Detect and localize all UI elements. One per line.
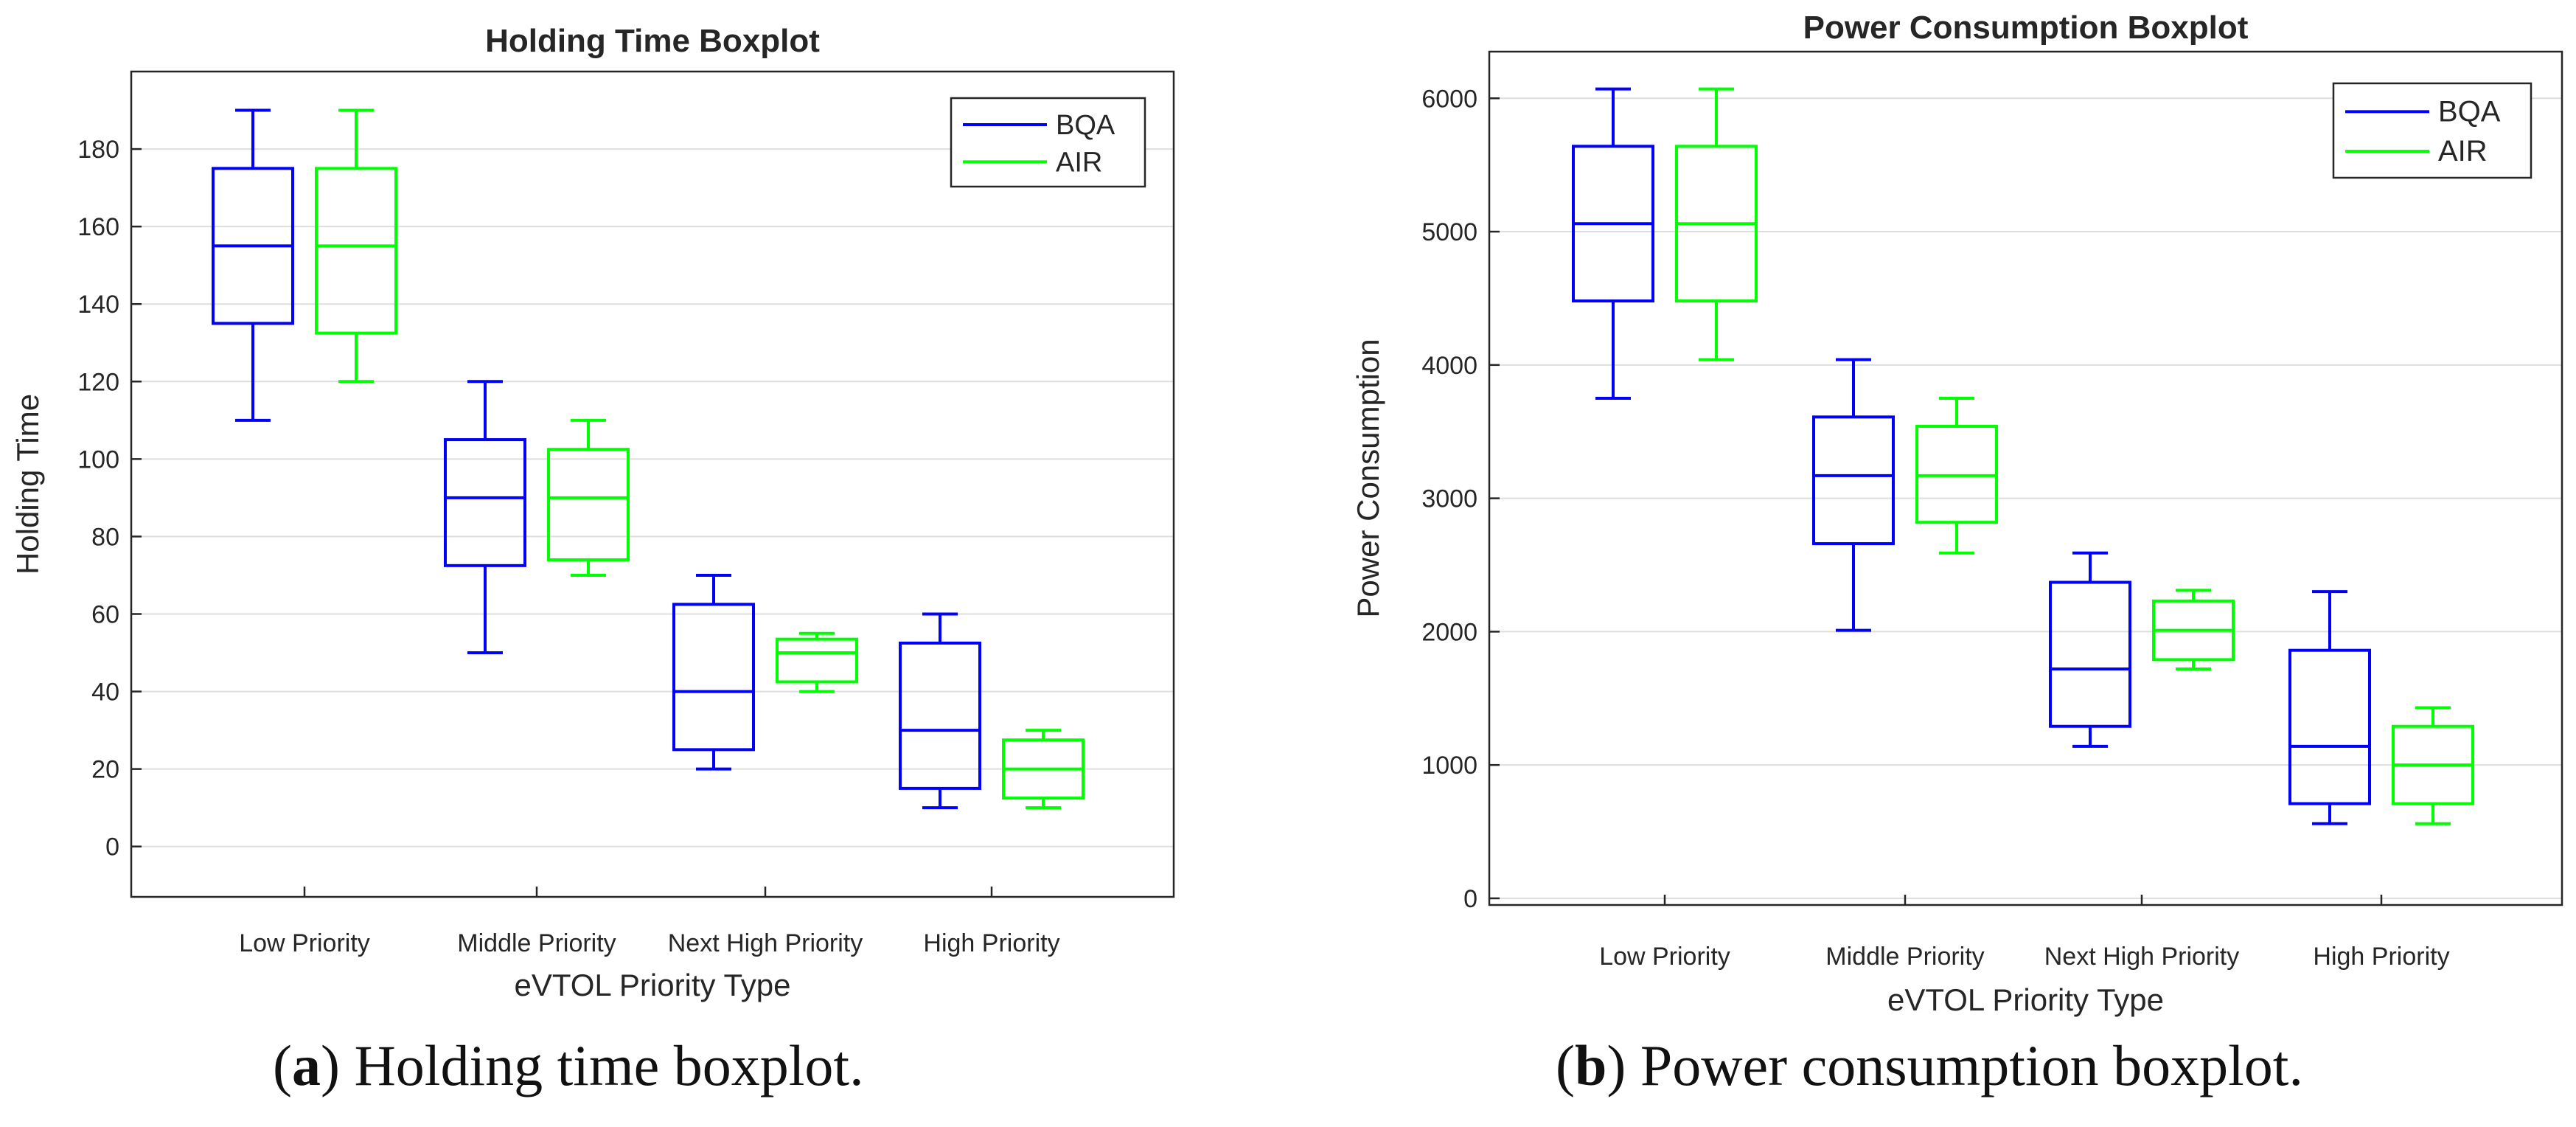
x-axis-label: eVTOL Priority Type: [514, 968, 790, 1002]
y-tick-label: 4000: [1421, 352, 1477, 380]
x-tick-label: High Priority: [2313, 943, 2449, 971]
x-tick-label: Next High Priority: [2044, 943, 2240, 971]
box-bqa-1: [212, 108, 294, 422]
iqr-box: [776, 637, 858, 684]
box-air-2: [547, 418, 630, 577]
legend-label-air: AIR: [1056, 147, 1102, 178]
plot-area: [130, 70, 1175, 898]
chart-power-consumption: 0 1000 2000 3000 4000 5000 6000 Low Priority Mid…: [1351, 10, 2563, 1017]
iqr-box: [547, 448, 630, 561]
box-bqa-3: [2049, 551, 2131, 748]
box-bqa-3: [672, 573, 755, 771]
caption-b: (b) Power consumption boxplot.: [1556, 1033, 2303, 1097]
y-tick-label: 180: [77, 136, 119, 164]
legend-box: [950, 97, 1146, 188]
box-bqa-2: [444, 380, 526, 655]
box-air-3: [2152, 589, 2235, 671]
y-tick-label: 60: [91, 600, 119, 628]
legend-label-air: AIR: [2438, 135, 2488, 167]
chart-holding-time: 0 20 40 60 80 100 120 140 160 180 Low Priority Midd…: [10, 23, 1175, 1002]
x-tick-label: High Priority: [923, 929, 1059, 957]
chart-title: Power Consumption Boxplot: [1803, 10, 2249, 46]
chart-title: Holding Time Boxplot: [485, 23, 820, 59]
iqr-box: [2288, 648, 2371, 805]
box-air-1: [315, 108, 397, 384]
y-axis-label: Power Consumption: [1351, 339, 1385, 617]
iqr-box: [672, 603, 755, 752]
y-axis-label: Holding Time: [10, 394, 45, 575]
iqr-box: [315, 167, 397, 335]
y-tick-label: 0: [1463, 885, 1477, 913]
x-tick-label: Low Priority: [1599, 943, 1730, 971]
y-tick-label: 2000: [1421, 618, 1477, 646]
y-tick-label: 120: [77, 368, 119, 396]
x-tick-label: Middle Priority: [1825, 943, 1984, 971]
iqr-box: [444, 438, 526, 567]
x-tick-label: Middle Priority: [457, 929, 616, 957]
y-tick-label: 100: [77, 445, 119, 474]
box-air-1: [1675, 87, 1758, 361]
box-air-2: [1915, 397, 1998, 555]
box-bqa-2: [1812, 358, 1895, 632]
box-air-4: [1002, 729, 1085, 810]
y-tick-label: 3000: [1421, 485, 1477, 513]
y-tick-label: 140: [77, 291, 119, 319]
x-tick-label: Low Priority: [239, 929, 370, 957]
box-bqa-4: [2288, 590, 2371, 825]
x-tick-label: Next High Priority: [668, 929, 863, 957]
caption-a-label: a: [291, 1033, 321, 1097]
caption-a-text: ) Holding time boxplot.: [320, 1033, 864, 1097]
box-air-3: [776, 631, 858, 693]
plot-area: [1488, 50, 2563, 906]
legend-label-bqa: BQA: [2438, 95, 2501, 128]
legend-label-bqa: BQA: [1056, 110, 1115, 141]
y-tick-label: 160: [77, 213, 119, 241]
y-tick-label: 5000: [1421, 218, 1477, 246]
y-tick-label: 20: [91, 756, 119, 784]
y-tick-label: 1000: [1421, 752, 1477, 780]
legend-box: [2332, 82, 2533, 179]
iqr-box: [899, 641, 981, 790]
caption-a: (a) Holding time boxplot.: [273, 1033, 864, 1097]
box-bqa-1: [1572, 87, 1654, 400]
y-tick-label: 40: [91, 679, 119, 707]
box-bqa-4: [899, 612, 981, 810]
x-axis-label: eVTOL Priority Type: [1887, 982, 2164, 1017]
y-tick-label: 0: [105, 833, 119, 861]
y-tick-label: 6000: [1421, 85, 1477, 113]
iqr-box: [1812, 415, 1895, 546]
iqr-box: [2049, 580, 2131, 728]
y-tick-label: 80: [91, 523, 119, 551]
caption-b-text: ) Power consumption boxplot.: [1606, 1033, 2303, 1097]
caption-b-label: b: [1574, 1033, 1607, 1097]
legend: BQA AIR: [2332, 82, 2533, 179]
box-air-4: [2392, 706, 2474, 825]
legend: BQA AIR: [950, 97, 1146, 188]
